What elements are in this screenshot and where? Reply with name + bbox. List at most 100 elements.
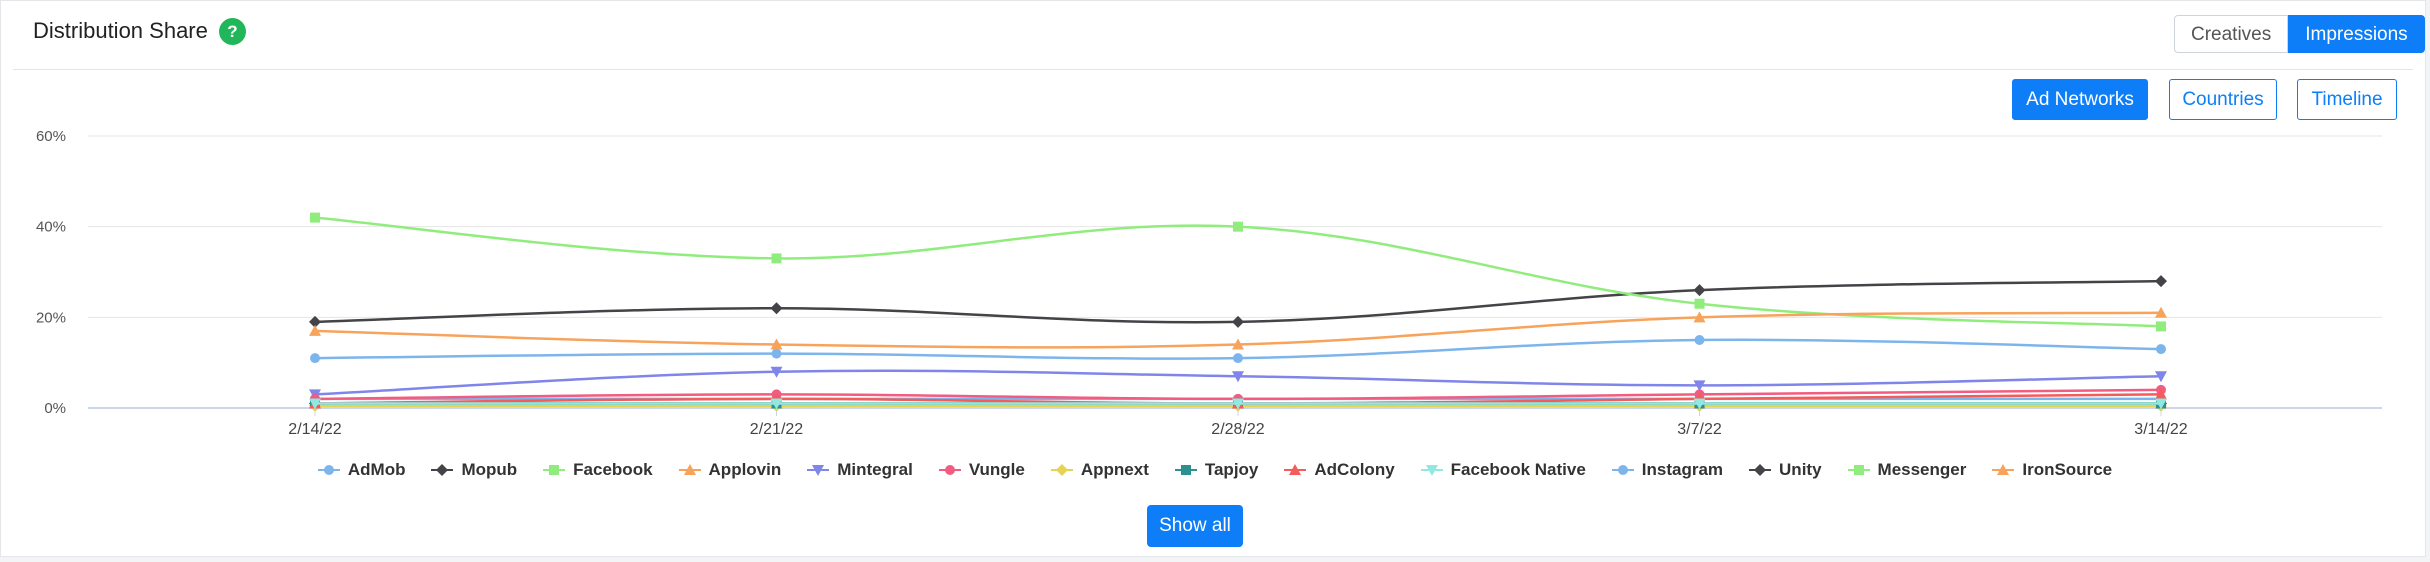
- legend-item-vungle[interactable]: Vungle: [938, 460, 1025, 480]
- legend-marker: [1754, 464, 1767, 476]
- legend-item-admob[interactable]: AdMob: [317, 460, 405, 480]
- legend-item-applovin[interactable]: Applovin: [678, 460, 781, 480]
- legend-item-facebook[interactable]: Facebook: [543, 460, 653, 480]
- legend-item-mopub[interactable]: Mopub: [431, 460, 517, 480]
- legend-symbol: [678, 464, 701, 475]
- data-point-instagram: [1233, 353, 1243, 364]
- legend-marker: [1853, 465, 1864, 475]
- metric-toggle: Creatives Impressions: [2174, 15, 2425, 53]
- data-point-facebook-native: [2155, 398, 2167, 410]
- legend-item-ironsource[interactable]: IronSource: [1992, 460, 2112, 480]
- legend-marker: [1289, 464, 1302, 475]
- legend-label: Unity: [1779, 460, 1822, 479]
- data-point-instagram: [771, 348, 782, 359]
- data-point-unity: [2155, 275, 2167, 288]
- data-point-instagram: [310, 353, 320, 364]
- data-point-instagram: [1694, 335, 1705, 345]
- y-tick-label: 40%: [36, 219, 66, 236]
- legend-label: Tapjoy: [1204, 460, 1259, 479]
- data-point-ironsource: [309, 324, 321, 336]
- legend-marker: [1180, 465, 1191, 475]
- series-instagram: [310, 335, 2166, 364]
- x-tick-label: 3/14/22: [2134, 421, 2187, 438]
- help-icon[interactable]: ?: [219, 18, 246, 45]
- card-header: Distribution Share ?: [13, 1, 2413, 70]
- legend-marker: [549, 465, 560, 475]
- data-point-unity: [309, 315, 321, 328]
- data-point-ironsource: [1693, 311, 1706, 323]
- data-point-messenger: [2156, 321, 2166, 332]
- legend-symbol: [1611, 465, 1634, 475]
- series-mintegral: [309, 366, 2167, 401]
- series-ironsource: [309, 306, 2167, 350]
- creatives-button[interactable]: Creatives: [2174, 15, 2289, 53]
- series-unity: [309, 275, 2167, 328]
- data-point-messenger: [771, 253, 782, 264]
- series-facebook-native: [309, 398, 2167, 410]
- legend-item-tapjoy[interactable]: Tapjoy: [1174, 460, 1259, 480]
- legend-label: Facebook: [573, 460, 653, 479]
- legend-item-instagram[interactable]: Instagram: [1611, 460, 1724, 480]
- x-tick-label: 2/14/22: [288, 421, 341, 438]
- series-messenger: [310, 212, 2166, 332]
- data-point-mintegral: [1232, 371, 1244, 383]
- data-point-adcolony: [2155, 388, 2167, 400]
- legend-label: Facebook Native: [1450, 460, 1586, 479]
- legend-marker: [812, 465, 825, 476]
- data-point-ironsource: [1232, 338, 1244, 350]
- data-point-ironsource: [770, 338, 783, 350]
- legend-symbol: [1050, 464, 1073, 476]
- legend-label: Messenger: [1877, 460, 1967, 479]
- data-point-messenger: [1694, 298, 1705, 309]
- legend-symbol: [938, 465, 961, 475]
- ad-networks-button[interactable]: Ad Networks: [2012, 79, 2148, 120]
- data-point-instagram: [2156, 344, 2166, 355]
- legend-item-messenger[interactable]: Messenger: [1847, 460, 1967, 480]
- legend-symbol: [431, 464, 454, 476]
- data-point-messenger: [1233, 221, 1243, 232]
- legend-label: Vungle: [968, 460, 1025, 479]
- legend-item-appnext[interactable]: Appnext: [1050, 460, 1149, 480]
- data-point-messenger: [310, 212, 320, 223]
- countries-button[interactable]: Countries: [2169, 79, 2277, 120]
- page-title: Distribution Share: [33, 18, 208, 43]
- legend-item-facebook-native[interactable]: Facebook Native: [1420, 460, 1586, 480]
- timeline-button[interactable]: Timeline: [2297, 79, 2397, 120]
- x-tick-label: 2/28/22: [1211, 421, 1264, 438]
- chart-legend: AdMob Mopub Facebook Applovin Mintegral Vungl…: [0, 452, 2430, 488]
- data-point-mintegral: [1693, 380, 1706, 392]
- data-point-unity: [1693, 284, 1706, 297]
- legend-item-adcolony[interactable]: AdColony: [1284, 460, 1395, 480]
- impressions-button[interactable]: Impressions: [2288, 15, 2425, 53]
- legend-label: AdColony: [1314, 460, 1395, 479]
- data-point-facebook-native: [1232, 398, 1244, 410]
- legend-label: Instagram: [1641, 460, 1724, 479]
- line-chart: 0% 20% 40% 60% 2/14/22 2/21/22 2/28/22 3/7/22 3/…: [36, 128, 2382, 438]
- data-point-facebook-native: [1693, 398, 1706, 410]
- data-point-ironsource: [2155, 306, 2167, 318]
- legend-item-mintegral[interactable]: Mintegral: [807, 460, 913, 480]
- legend-symbol: [1749, 464, 1772, 476]
- y-tick-label: 20%: [36, 309, 66, 326]
- data-point-facebook-native: [309, 398, 321, 410]
- legend-marker: [436, 464, 449, 476]
- legend-marker: [323, 465, 334, 475]
- legend-symbol: [1992, 464, 2015, 475]
- legend-symbol: [1174, 465, 1197, 475]
- legend-label: Mopub: [461, 460, 518, 479]
- legend-marker: [1997, 464, 2010, 475]
- legend-item-unity[interactable]: Unity: [1749, 460, 1822, 480]
- data-point-facebook-native: [770, 398, 783, 410]
- data-point-mintegral: [2155, 371, 2167, 383]
- legend-label: Appnext: [1080, 460, 1149, 479]
- legend-symbol: [543, 465, 566, 475]
- legend-marker: [683, 464, 696, 475]
- legend-symbol: [1284, 464, 1307, 475]
- x-tick-label: 2/21/22: [750, 421, 803, 438]
- x-tick-label: 3/7/22: [1677, 421, 1722, 438]
- series-line-messenger: [314, 216, 2162, 328]
- legend-symbol: [317, 465, 340, 475]
- data-point-mintegral: [770, 366, 783, 378]
- show-all-button[interactable]: Show all: [1147, 505, 1243, 547]
- data-point-unity: [770, 302, 783, 315]
